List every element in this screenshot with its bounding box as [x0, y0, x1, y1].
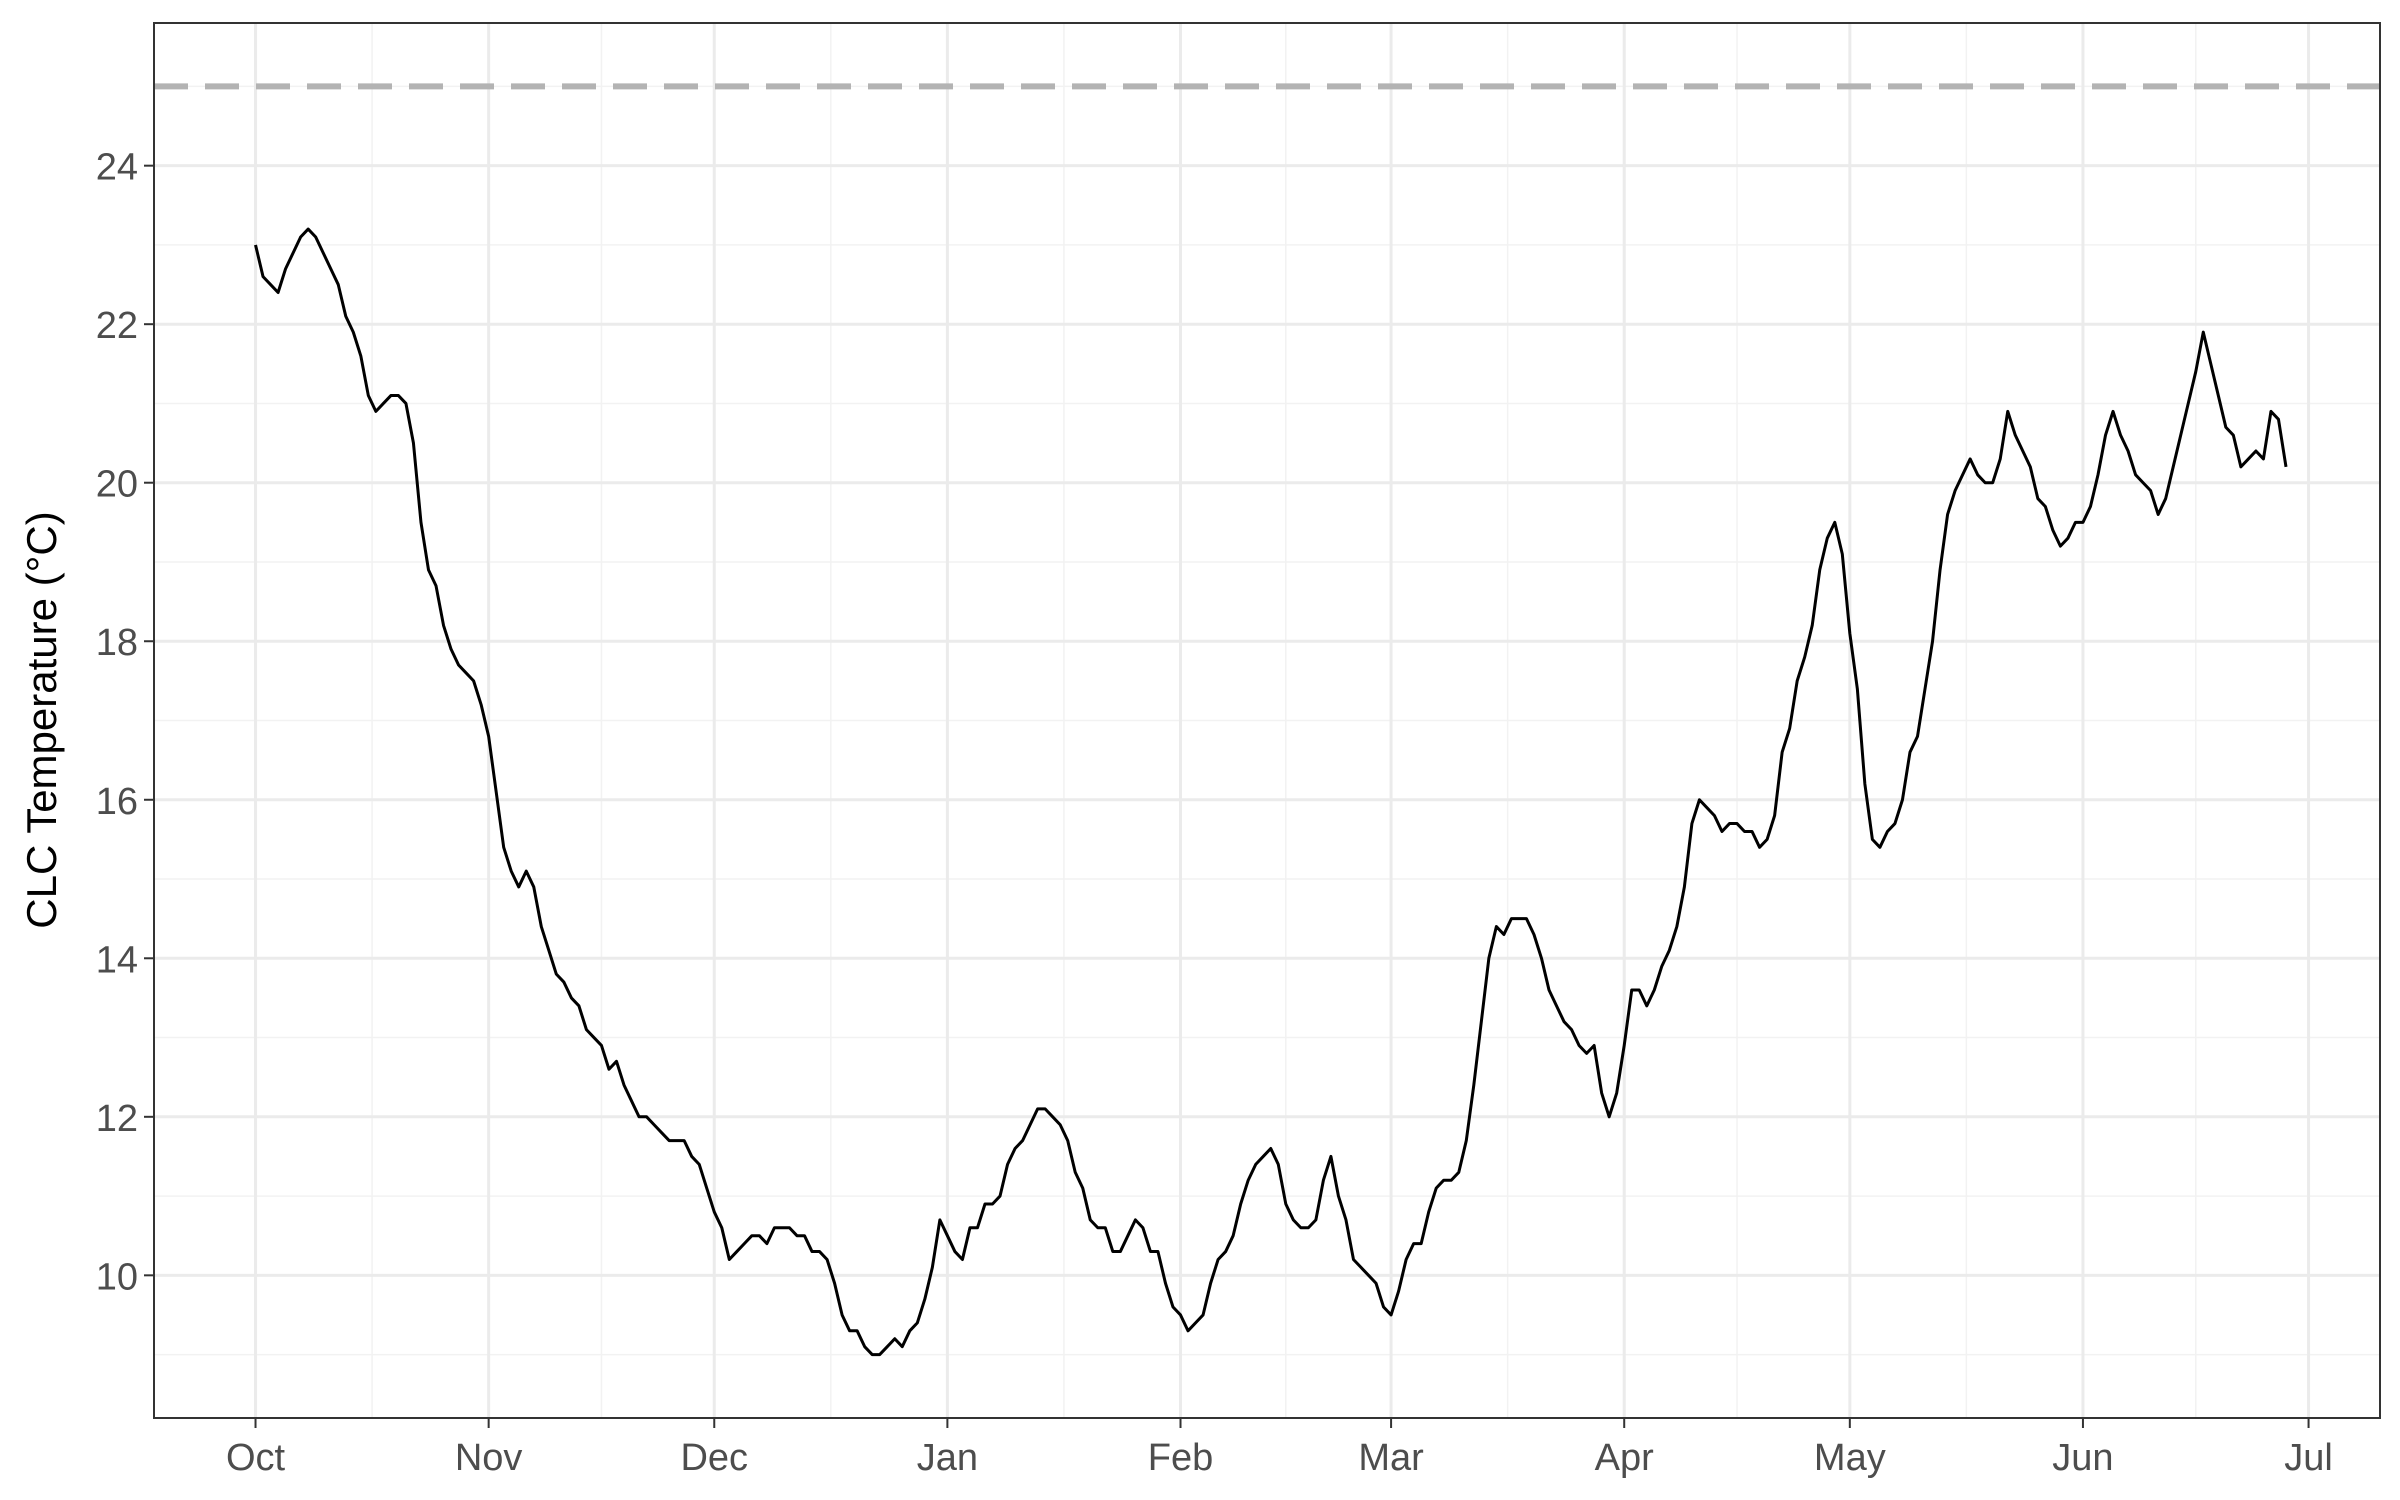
y-axis-title: CLC Temperature (°C)	[18, 511, 65, 928]
x-tick-label: Nov	[455, 1437, 523, 1479]
y-tick-label: 12	[96, 1098, 138, 1140]
x-tick-label: Oct	[226, 1437, 286, 1479]
x-tick-label: Jan	[917, 1437, 978, 1479]
x-tick-label: Jul	[2284, 1437, 2333, 1479]
y-tick-label: 20	[96, 464, 138, 506]
temperature-line	[254, 227, 2288, 1357]
y-tick-label: 14	[96, 939, 138, 981]
x-tick-label: Apr	[1595, 1437, 1654, 1479]
y-tick-label: 22	[96, 305, 138, 347]
y-tick-label: 10	[96, 1256, 138, 1298]
x-tick-label: Dec	[680, 1437, 748, 1479]
y-tick-label: 24	[96, 147, 138, 189]
x-tick-label: Mar	[1358, 1437, 1424, 1479]
x-tick-label: Feb	[1148, 1437, 1213, 1479]
plot-border	[153, 22, 2381, 1419]
x-tick-label: Jun	[2052, 1437, 2113, 1479]
x-tick-label: May	[1814, 1437, 1886, 1479]
y-tick-label: 16	[96, 781, 138, 823]
y-tick-label: 18	[96, 622, 138, 664]
